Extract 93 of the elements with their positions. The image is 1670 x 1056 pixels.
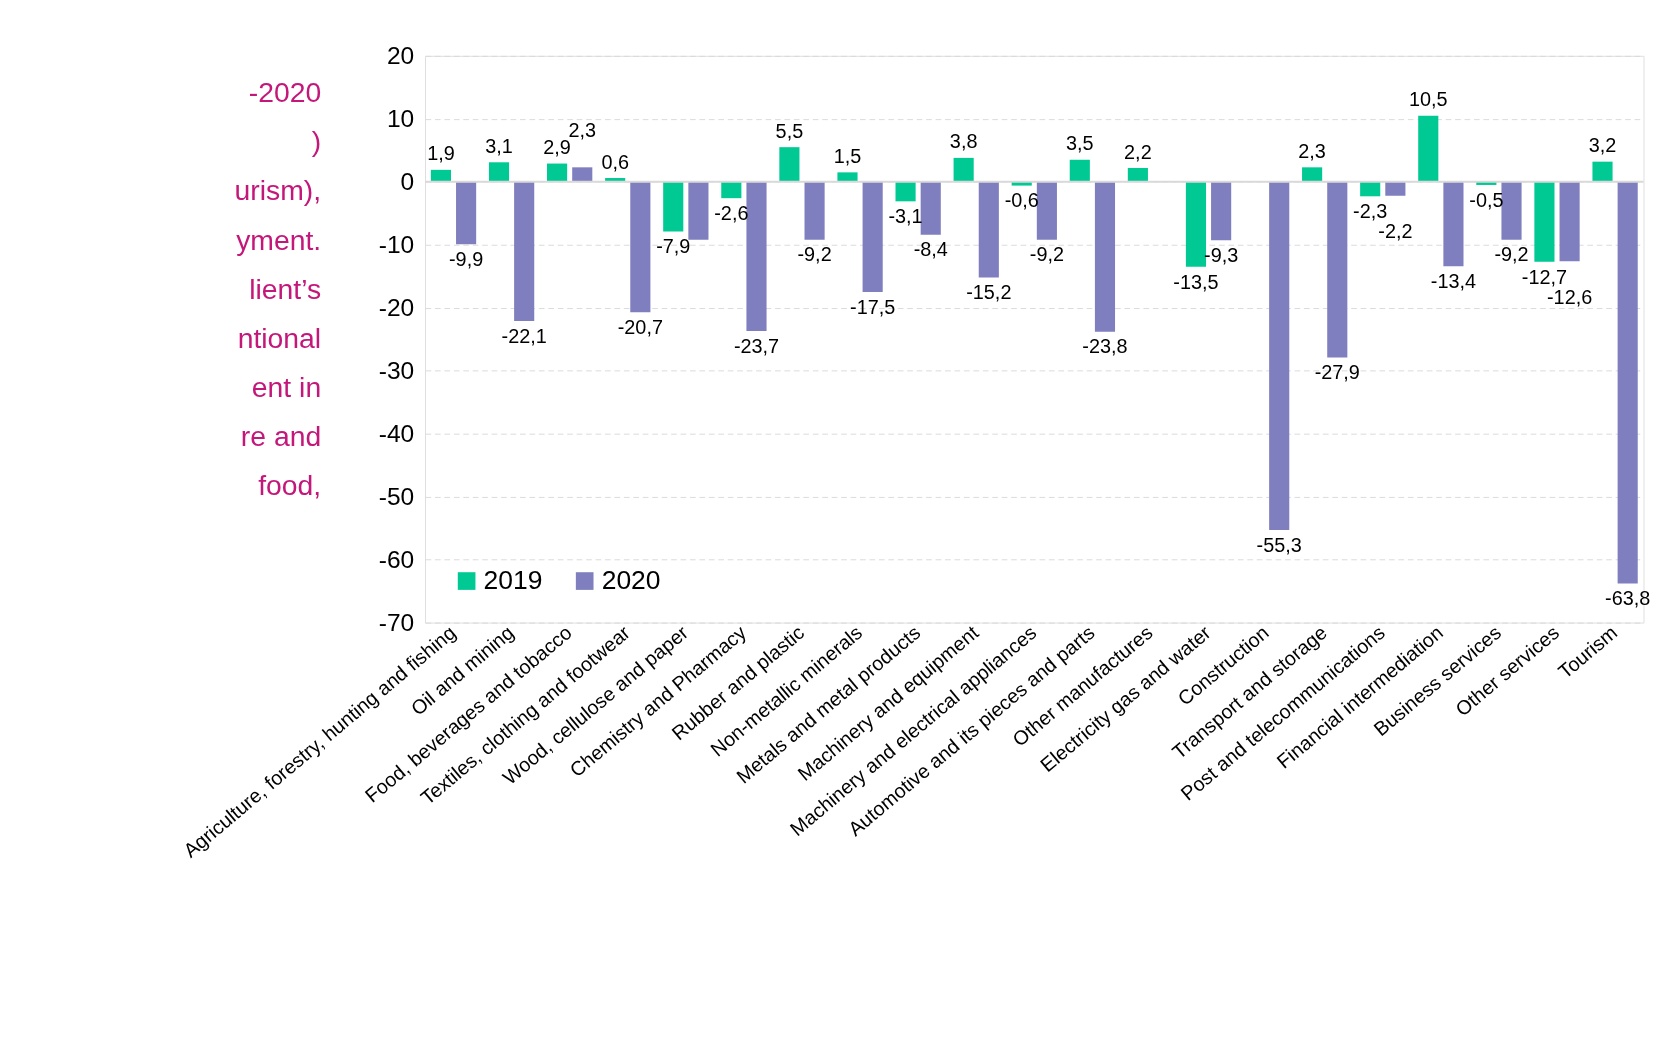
data-label: 3,2	[1588, 134, 1617, 157]
bar	[1592, 161, 1613, 182]
data-label: -2,6	[714, 201, 749, 224]
bar	[1127, 167, 1148, 182]
data-label: 2,2	[1124, 140, 1152, 163]
bar	[837, 172, 858, 182]
data-label: -7,9	[656, 235, 691, 258]
bar	[1036, 181, 1057, 240]
bar	[1443, 181, 1464, 267]
data-label: -9,2	[1494, 243, 1529, 266]
data-label: 1,5	[833, 144, 862, 167]
bar	[1302, 167, 1323, 182]
y-tick-label: -60	[378, 545, 415, 573]
bar	[1559, 181, 1580, 262]
data-label: 3,5	[1066, 132, 1094, 155]
data-label: 3,8	[949, 130, 978, 153]
y-tick-label: 0	[400, 167, 415, 195]
bar	[488, 162, 510, 182]
y-tick-label: -30	[378, 356, 415, 384]
text: -2020	[248, 76, 322, 109]
data-label: -0,6	[1004, 189, 1039, 212]
bar	[1418, 115, 1439, 182]
y-tick-label: -10	[378, 230, 415, 258]
bar	[430, 169, 451, 182]
bar	[1269, 181, 1290, 531]
data-label: -2,3	[1353, 200, 1388, 223]
bar	[1385, 181, 1406, 196]
data-label: -12,7	[1521, 265, 1568, 288]
bar	[1069, 159, 1090, 182]
text: food,	[258, 469, 322, 502]
legend-label: 2019	[483, 564, 543, 595]
data-label: -23,8	[1082, 335, 1128, 358]
data-label: -13,4	[1430, 269, 1477, 292]
bar	[920, 181, 941, 235]
bar	[1327, 181, 1348, 358]
data-label: -13,5	[1173, 270, 1219, 293]
bar	[721, 181, 742, 199]
data-label: -55,3	[1256, 533, 1302, 556]
bar	[779, 147, 800, 182]
bar	[514, 181, 535, 321]
y-tick-label: -50	[378, 482, 415, 510]
data-label: -9,2	[797, 243, 832, 266]
data-label: -9,9	[449, 247, 484, 270]
data-label: 0,6	[601, 150, 629, 173]
bar	[547, 163, 568, 182]
data-label: -3,1	[888, 205, 923, 228]
data-label: -17,5	[850, 295, 896, 318]
bar	[1534, 181, 1555, 262]
text: urism),	[234, 174, 322, 207]
bar	[1094, 181, 1116, 332]
bar	[804, 181, 825, 240]
bar	[895, 181, 916, 202]
bar	[1211, 181, 1232, 241]
data-label: 1,9	[427, 142, 455, 165]
data-label: -2,2	[1378, 220, 1413, 243]
bar	[862, 181, 883, 293]
data-label: -22,1	[501, 324, 547, 347]
bar	[630, 181, 651, 313]
data-label: 2,3	[568, 119, 597, 142]
bar	[978, 181, 999, 278]
y-tick-label: -40	[378, 419, 415, 447]
data-label: 10,5	[1408, 88, 1448, 111]
text: ent in	[251, 370, 322, 403]
data-label: -23,7	[733, 334, 780, 357]
data-label: -0,5	[1469, 188, 1504, 211]
data-label: 3,1	[485, 134, 513, 157]
bar	[663, 181, 684, 232]
data-label: -63,8	[1605, 587, 1651, 610]
data-label: -20,7	[617, 315, 663, 338]
text: ntional	[237, 321, 322, 354]
data-label: -8,4	[913, 238, 948, 261]
bar	[1501, 181, 1522, 240]
bar	[456, 181, 477, 245]
y-tick-label: -20	[378, 293, 415, 321]
bar	[746, 181, 767, 332]
text: )	[311, 125, 322, 158]
bar	[572, 167, 593, 182]
data-label: -9,2	[1029, 243, 1064, 266]
text: re and	[240, 419, 322, 452]
y-tick-label: 20	[386, 41, 415, 69]
bar	[1185, 181, 1207, 267]
bar	[953, 157, 974, 182]
data-label: 2,3	[1298, 139, 1326, 162]
text: yment.	[236, 223, 322, 256]
data-label: -27,9	[1314, 361, 1360, 384]
bar	[1617, 181, 1638, 584]
legend-label: 2020	[601, 564, 661, 595]
data-label: 5,5	[775, 119, 804, 142]
data-label: -15,2	[966, 281, 1012, 304]
bar	[688, 181, 709, 240]
data-label: 2,9	[543, 136, 571, 159]
y-tick-label: 10	[386, 104, 415, 132]
text: lient’s	[249, 272, 322, 305]
